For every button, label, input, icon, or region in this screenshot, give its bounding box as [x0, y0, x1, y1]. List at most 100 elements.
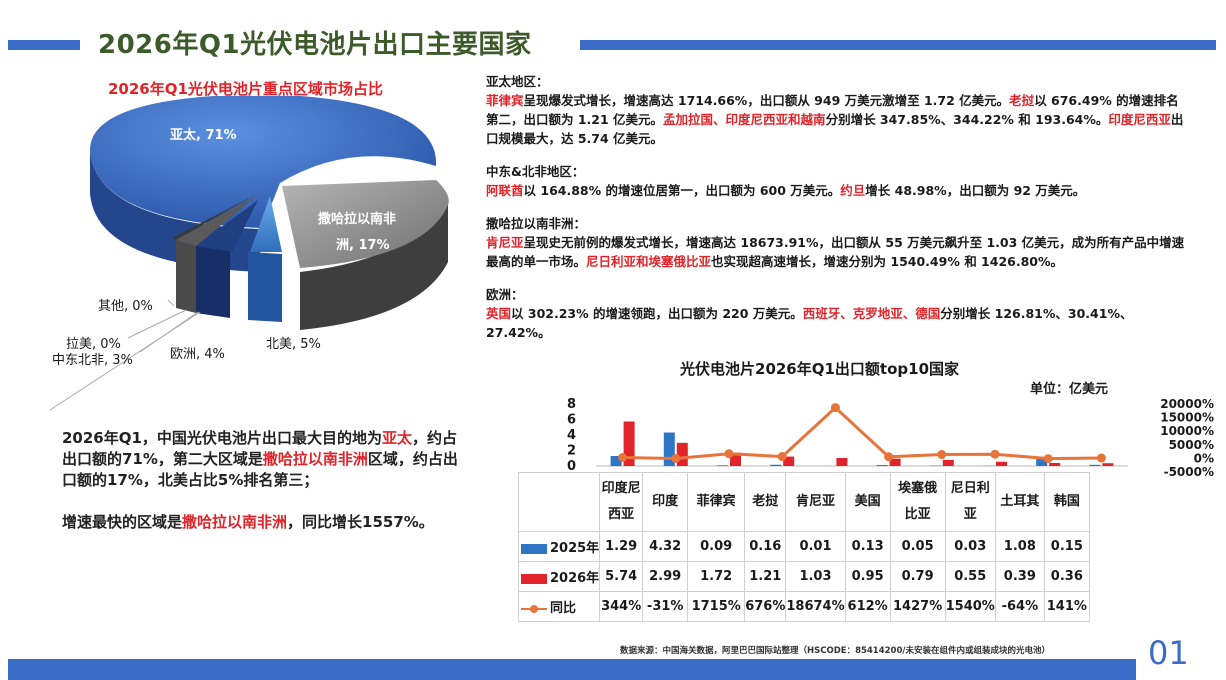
region-mena: 中东&北非地区： 阿联酋以 164.88% 的增速位居第一，出口额为 600 万… [486, 162, 1186, 200]
table-value-cell: 18674% [785, 591, 846, 622]
bar-2026 [942, 459, 954, 466]
table-value-cell: 0.16 [744, 531, 787, 562]
legend-swatch-bar [521, 573, 547, 584]
table-row: 2025年 1.29 4.32 0.09 0.16 0.01 0.13 0.05 0.03 1.0… [517, 531, 1090, 562]
table-value-cell: 0.13 [844, 531, 891, 562]
table-value-cell: 1.29 [599, 531, 644, 562]
bar-2026 [623, 421, 635, 466]
region-ssa: 撒哈拉以南非洲： 肯尼亚呈现史无前例的爆发式增长，增速高达 18673.91%，… [486, 214, 1186, 271]
table-value-cell: -31% [642, 591, 689, 622]
yoy-point [1043, 454, 1053, 464]
bar-2025 [663, 432, 675, 466]
series-name: 同比 [550, 601, 577, 616]
table-row: 2026年 5.74 2.99 1.72 1.21 1.03 0.95 0.79 0.55 0.3… [517, 561, 1090, 592]
data-table: 印度尼 西亚 印度 菲律宾 老挝 肯尼亚 美国 埃塞俄 比亚 尼日利亚土耳其 韩国 2025年 1.29… [517, 472, 1090, 622]
series-legend-cell: 2026年 [517, 561, 601, 592]
series-legend-cell: 同比 [517, 591, 601, 622]
y-tick-label: 4 [567, 428, 576, 443]
table-header-cell: 埃塞俄 比亚 [889, 472, 946, 532]
page-title: 2026年Q1光伏电池片出口主要国家 [98, 30, 532, 60]
region-heading: 撒哈拉以南非洲： [486, 216, 587, 231]
country-label: 菲律宾 [696, 494, 736, 509]
region-body: 阿联酋以 164.88% 的增速位居第一，出口额为 600 万美元。约旦增长 4… [486, 183, 1086, 198]
table-value-cell: 0.09 [687, 531, 746, 562]
pie-side-eu [196, 246, 230, 318]
yoy-point [937, 450, 947, 460]
region-body: 英国以 302.23% 的增速领跑，出口额为 220 万美元。西班牙、克罗地亚、… [486, 306, 1133, 340]
pie-label-eu: 欧洲, 4% [170, 347, 225, 362]
bar-2025 [876, 464, 888, 466]
table-value-cell: 1427% [889, 591, 946, 622]
pie-slice-na [250, 196, 282, 252]
yoy-point [830, 403, 840, 413]
y-tick-label: 0 [567, 459, 576, 474]
table-value-cell: 141% [1043, 591, 1090, 622]
country-label: 印度尼 [601, 481, 641, 496]
bar-2026 [836, 458, 848, 466]
yoy-point [990, 449, 1000, 459]
pie-slice-mena [176, 196, 256, 246]
y2-tick-label: 20000% [1160, 397, 1214, 411]
yoy-point [724, 449, 734, 459]
country-label: 肯尼亚 [795, 494, 835, 509]
pie-slice-eu [196, 200, 258, 252]
table-value-cell: 0.79 [889, 561, 946, 592]
bar-2026 [1102, 463, 1114, 466]
yoy-point [884, 452, 894, 462]
yoy-point [1096, 453, 1106, 463]
data-source-note: 数据来源：中国海关数据，阿里巴巴国际站整理（HSCODE：85414200/未安… [620, 646, 1050, 656]
leader-other [167, 299, 175, 307]
bar-2026 [783, 456, 795, 466]
pie-label-latam: 拉美, 0% [66, 337, 121, 352]
footer-bar [8, 659, 1136, 680]
table-header-cell: 印度 [642, 472, 689, 532]
bar-2026 [1049, 462, 1061, 466]
country-label: 印度 [652, 494, 679, 509]
pie-label-other: 其他, 0% [98, 299, 153, 314]
table-header-cell: 菲律宾 [687, 472, 746, 532]
table-value-cell: 4.32 [642, 531, 689, 562]
region-heading: 亚太地区： [486, 74, 549, 89]
region-analysis: 亚太地区： 菲律宾呈现爆发式增长，增速高达 1714.66%，出口额从 949 … [486, 72, 1186, 356]
legend-swatch-line [521, 604, 547, 614]
table-header-cell: 印度尼 西亚 [599, 472, 644, 532]
bar-2026 [676, 442, 688, 466]
table-value-cell: 1.21 [744, 561, 787, 592]
y-tick-label: 6 [567, 413, 576, 428]
title-bar-right [580, 40, 1216, 50]
y-tick-label: 8 [567, 397, 576, 412]
table-header-cell: 肯尼亚 [785, 472, 846, 532]
pie-slice-latam [172, 195, 255, 240]
bar-chart-title: 光伏电池片2026年Q1出口额top10国家 [680, 360, 960, 378]
bar-2025 [770, 464, 782, 466]
y2-tick-label: 0% [1194, 451, 1214, 465]
table-value-cell: 0.36 [1043, 561, 1090, 592]
table-header-cell: 土耳其 [994, 472, 1045, 532]
summary-text: 2026年Q1，中国光伏电池片出口最大目的地为亚太，约占出口额的71%，第二大区… [62, 428, 462, 554]
summary-paragraph-2: 增速最快的区域是撒哈拉以南非洲，同比增长1557%。 [62, 513, 434, 531]
table-row: 同比 344% -31% 1715% 676% 18674% 612% 1427% 1540% -… [517, 591, 1090, 622]
pie-label-apac: 亚太, 71% [170, 128, 237, 143]
table-value-cell: 0.03 [944, 531, 996, 562]
table-value-cell: 0.39 [994, 561, 1045, 592]
unit-label: 单位：亿美元 [1030, 382, 1109, 397]
bar-2026 [730, 452, 741, 466]
country-label: 土耳其 [1000, 494, 1040, 509]
pie-slice-apac [90, 96, 437, 228]
yoy-line [622, 405, 1102, 461]
pie-label-ssa-line1: 撒哈拉以南非 [318, 212, 397, 227]
region-apac: 亚太地区： 菲律宾呈现爆发式增长，增速高达 1714.66%，出口额从 949 … [486, 72, 1186, 148]
y2-tick-label: -5000% [1164, 465, 1214, 478]
table-value-cell: 0.01 [785, 531, 846, 562]
y-tick-label: 2 [567, 444, 576, 459]
bar-2026 [889, 458, 901, 466]
table-value-cell: -64% [994, 591, 1045, 622]
pie-label-ssa-line2: 洲, 17% [336, 238, 390, 253]
table-value-cell: 612% [844, 591, 891, 622]
table-value-cell: 1715% [687, 591, 746, 622]
region-heading: 中东&北非地区： [486, 164, 585, 179]
country-label: 西亚 [608, 507, 635, 522]
country-label: 亚 [963, 507, 977, 522]
table-corner-cell [517, 472, 601, 532]
series-legend-cell: 2025年 [517, 531, 601, 562]
